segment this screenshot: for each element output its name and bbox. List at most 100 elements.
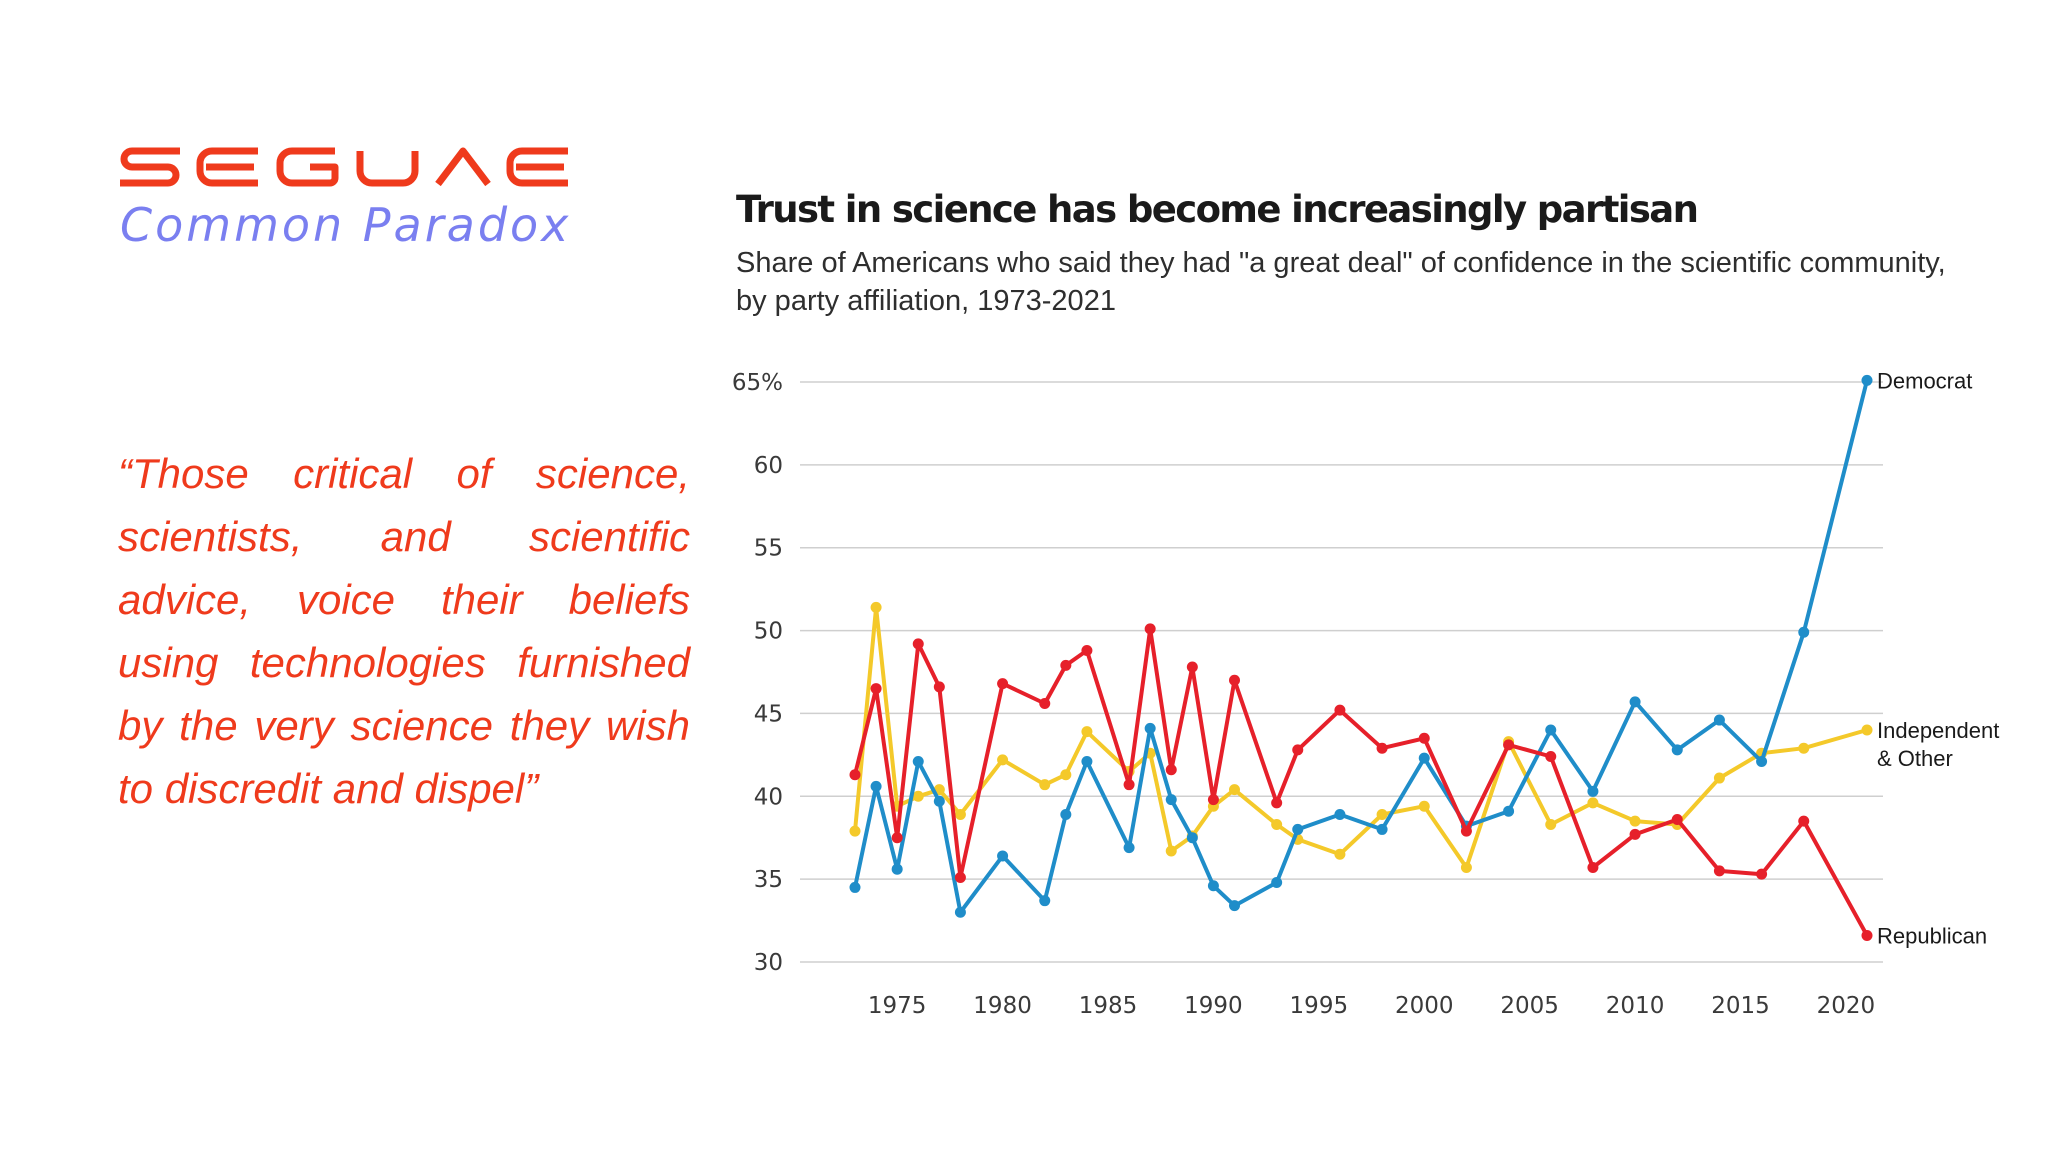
data-point-republican <box>1629 828 1641 840</box>
data-point-republican <box>1460 825 1472 837</box>
data-point-independent-other <box>1587 797 1599 809</box>
y-tick-label: 30 <box>754 950 783 976</box>
data-point-republican <box>1123 779 1135 791</box>
y-tick-label: 50 <box>754 619 783 645</box>
data-point-republican <box>1144 623 1156 635</box>
chart-title: Trust in science has become increasingly… <box>736 188 1699 231</box>
data-point-republican <box>1271 797 1283 809</box>
data-point-democrat <box>1207 880 1219 892</box>
data-point-independent-other <box>849 825 861 837</box>
data-point-democrat <box>954 906 966 918</box>
data-point-republican <box>1081 644 1093 656</box>
data-point-republican <box>1503 739 1515 751</box>
data-point-independent-other <box>1229 784 1240 796</box>
data-point-republican <box>1671 813 1683 825</box>
data-point-republican <box>1039 697 1051 709</box>
data-point-democrat <box>1671 744 1683 756</box>
x-tick-label: 1985 <box>1079 993 1138 1019</box>
x-tick-label: 2010 <box>1606 993 1665 1019</box>
data-point-independent-other <box>870 601 882 613</box>
data-point-democrat <box>1713 714 1725 726</box>
data-point-republican <box>849 769 861 781</box>
data-point-independent-other <box>1713 772 1725 784</box>
quote-text: “Those critical of science, scientists, … <box>118 450 690 812</box>
data-point-republican <box>1334 704 1346 716</box>
data-point-democrat <box>1186 832 1198 844</box>
data-point-independent-other <box>1060 769 1072 781</box>
data-point-democrat <box>1334 809 1346 821</box>
data-point-democrat <box>891 863 903 875</box>
data-point-independent-other <box>1165 845 1177 857</box>
data-point-democrat <box>1271 876 1283 888</box>
data-point-democrat <box>1418 752 1430 764</box>
brand-logo <box>120 147 568 187</box>
y-axis-tick-labels: 65% 60 55 50 45 40 35 30 <box>732 370 783 976</box>
x-tick-label: 1975 <box>868 993 927 1019</box>
data-point-democrat <box>1376 823 1388 835</box>
data-point-republican <box>1756 868 1768 880</box>
data-point-democrat <box>1292 823 1304 835</box>
data-point-democrat <box>1756 755 1768 767</box>
data-point-independent-other <box>1798 742 1810 754</box>
y-tick-label: 65% <box>732 370 783 396</box>
data-point-republican <box>891 832 903 844</box>
data-point-democrat <box>912 755 924 767</box>
data-point-independent-other <box>912 790 924 802</box>
data-point-independent-other <box>1460 862 1472 874</box>
data-point-democrat <box>1861 374 1873 386</box>
data-point-independent-other <box>1376 809 1388 821</box>
y-tick-label: 45 <box>754 701 783 727</box>
x-tick-label: 2005 <box>1500 993 1559 1019</box>
data-point-democrat <box>1039 895 1051 907</box>
data-point-republican <box>933 681 945 693</box>
series-label-democrat: Democrat <box>1877 368 1972 393</box>
data-point-republican <box>1587 862 1599 874</box>
data-point-democrat <box>997 850 1009 862</box>
series-labels: Democrat Independent & Other Republican <box>1877 368 1999 948</box>
data-point-independent-other <box>1545 818 1557 830</box>
series-republican <box>849 623 1873 941</box>
x-tick-label: 2000 <box>1395 993 1454 1019</box>
series-label-independent-other: Independent & Other <box>1877 718 1999 771</box>
series-independent-other <box>849 601 1873 874</box>
data-point-democrat <box>1798 626 1810 638</box>
data-point-democrat <box>1587 785 1599 797</box>
data-point-democrat <box>1229 900 1240 912</box>
series-label-republican: Republican <box>1877 923 1987 948</box>
data-point-republican <box>870 683 882 695</box>
data-point-democrat <box>1629 696 1641 708</box>
x-tick-label: 2015 <box>1711 993 1770 1019</box>
data-point-independent-other <box>954 809 966 821</box>
data-point-democrat <box>933 795 945 807</box>
data-point-republican <box>1229 674 1240 686</box>
data-point-republican <box>1186 661 1198 673</box>
data-point-democrat <box>1545 724 1557 736</box>
series-democrat <box>849 374 1873 918</box>
x-tick-label: 2020 <box>1817 993 1876 1019</box>
data-point-independent-other <box>1418 800 1430 812</box>
data-point-republican <box>1861 929 1873 941</box>
x-axis-tick-labels: 1975 1980 1985 1990 1995 2000 2005 2010 2015 2020 <box>868 993 1875 1019</box>
data-point-republican <box>1292 744 1304 756</box>
data-point-republican <box>1713 865 1725 877</box>
data-point-democrat <box>1503 805 1515 817</box>
data-point-republican <box>997 678 1009 690</box>
data-point-republican <box>954 871 966 883</box>
series-line-independent-other <box>853 605 1869 870</box>
data-point-democrat <box>849 881 861 893</box>
series-lines <box>849 374 1873 941</box>
data-point-democrat <box>1081 755 1093 767</box>
chart-subtitle: Share of Americans who said they had "a … <box>736 247 1946 317</box>
data-point-republican <box>1418 732 1430 744</box>
data-point-republican <box>1165 764 1177 776</box>
data-point-democrat <box>1060 809 1072 821</box>
x-tick-label: 1995 <box>1290 993 1349 1019</box>
data-point-republican <box>1798 815 1810 827</box>
gridlines <box>800 381 1883 963</box>
data-point-independent-other <box>1271 818 1283 830</box>
y-tick-label: 55 <box>754 536 783 562</box>
y-tick-label: 60 <box>754 453 783 479</box>
data-point-democrat <box>1165 794 1177 806</box>
